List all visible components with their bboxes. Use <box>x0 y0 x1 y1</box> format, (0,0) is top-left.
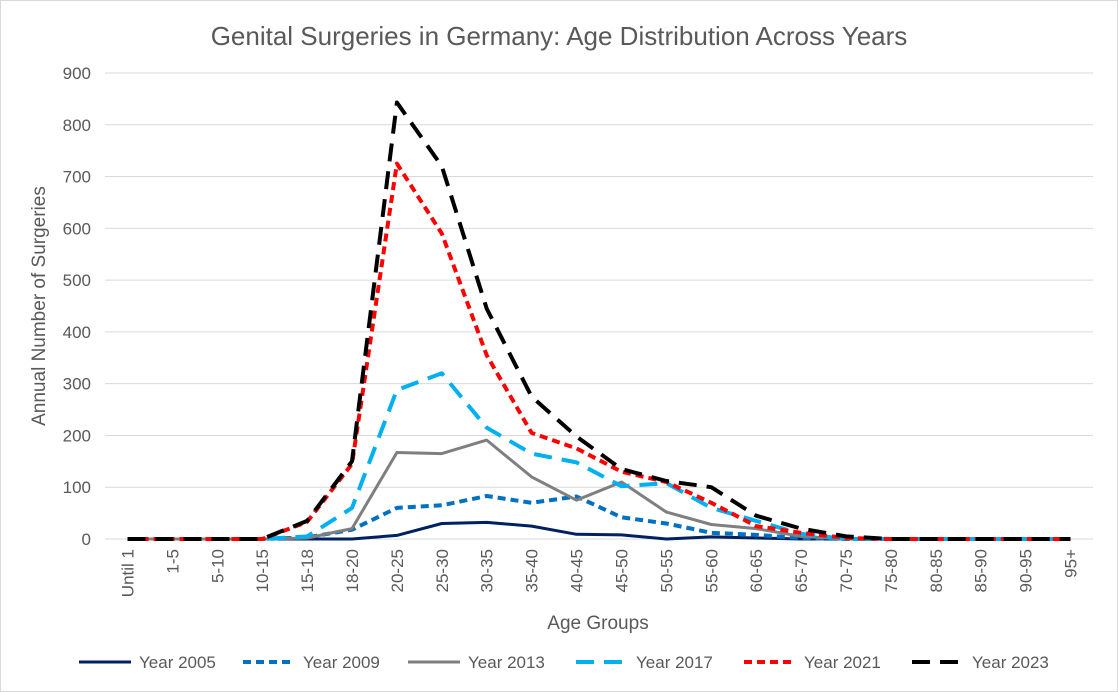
legend: Year 2005 Year 2009 Year 2013 Year 2017 Year… <box>79 653 1049 672</box>
x-tick-label: 20-25 <box>388 549 407 592</box>
x-axis-title: Age Groups <box>547 613 648 634</box>
x-tick-label: 50-55 <box>657 549 676 592</box>
x-tick-label: 18-20 <box>343 549 362 592</box>
x-tick-label: 75-80 <box>882 549 901 592</box>
chart-title: Genital Surgeries in Germany: Age Distri… <box>211 21 908 51</box>
y-axis-ticks: 0 100 200 300 400 500 600 700 800 900 <box>63 64 91 549</box>
y-tick-label: 200 <box>63 426 91 445</box>
legend-label: Year 2017 <box>636 653 713 672</box>
x-tick-label: 45-50 <box>612 549 631 592</box>
x-tick-label: Until 1 <box>118 549 137 597</box>
y-tick-label: 500 <box>63 271 91 290</box>
y-tick-label: 600 <box>63 219 91 238</box>
legend-label: Year 2009 <box>303 653 380 672</box>
x-tick-label: 40-45 <box>568 549 587 592</box>
legend-label: Year 2013 <box>468 653 545 672</box>
series-line <box>127 438 1071 541</box>
x-axis-ticks: Until 1 1-5 5-10 10-15 15-18 18-20 20-25 25-30 3… <box>118 549 1080 597</box>
x-tick-label: 10-15 <box>253 549 272 592</box>
x-tick-label: 80-85 <box>927 549 946 592</box>
y-tick-label: 900 <box>63 64 91 83</box>
x-tick-label: 85-90 <box>972 549 991 592</box>
y-tick-label: 700 <box>63 168 91 187</box>
y-tick-label: 0 <box>82 530 91 549</box>
legend-label: Year 2005 <box>139 653 216 672</box>
series-line <box>127 161 1071 541</box>
series-line <box>127 371 1071 541</box>
y-tick-label: 100 <box>63 478 91 497</box>
x-tick-label: 65-70 <box>792 549 811 592</box>
gridlines <box>105 72 1093 488</box>
y-axis-title: Annual Number of Surgeries <box>29 186 50 426</box>
x-tick-label: 70-75 <box>837 549 856 592</box>
x-tick-label: 35-40 <box>523 549 542 592</box>
x-tick-label: 95+ <box>1062 549 1081 578</box>
y-tick-label: 800 <box>63 116 91 135</box>
x-tick-label: 15-18 <box>298 549 317 592</box>
x-tick-label: 90-95 <box>1017 549 1036 592</box>
x-tick-label: 1-5 <box>163 549 182 574</box>
series-line <box>127 494 1071 541</box>
y-tick-label: 400 <box>63 323 91 342</box>
x-tick-label: 60-65 <box>747 549 766 592</box>
legend-label: Year 2023 <box>972 653 1049 672</box>
x-tick-label: 30-35 <box>478 549 497 592</box>
legend-label: Year 2021 <box>804 653 881 672</box>
series-lines <box>127 100 1071 541</box>
x-tick-label: 5-10 <box>208 549 227 583</box>
x-tick-label: 55-60 <box>702 549 721 592</box>
y-tick-label: 300 <box>63 375 91 394</box>
x-tick-label: 25-30 <box>433 549 452 592</box>
